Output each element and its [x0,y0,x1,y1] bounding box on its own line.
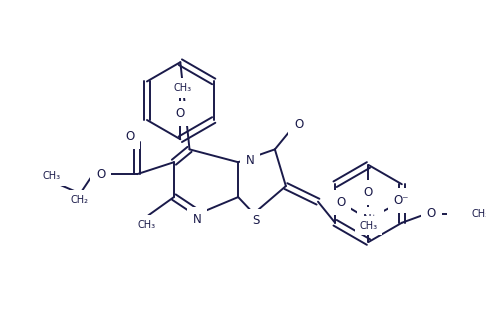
Text: N: N [192,213,201,226]
Text: O: O [294,118,303,131]
Text: O⁻: O⁻ [394,194,409,207]
Text: O: O [125,130,135,143]
Text: CH₂: CH₂ [70,195,88,205]
Text: CH₃: CH₃ [138,220,156,230]
Text: CH₃: CH₃ [360,220,378,231]
Text: CH₃: CH₃ [43,171,61,181]
Text: CH₃: CH₃ [471,209,486,218]
Text: O: O [176,107,185,120]
Text: CH₃: CH₃ [173,83,191,93]
Text: O: O [96,168,105,181]
Text: N⁺: N⁺ [363,213,378,226]
Text: S: S [252,215,259,227]
Text: O: O [364,186,373,199]
Text: N: N [245,154,254,167]
Text: O: O [336,196,346,209]
Text: O: O [427,207,436,220]
